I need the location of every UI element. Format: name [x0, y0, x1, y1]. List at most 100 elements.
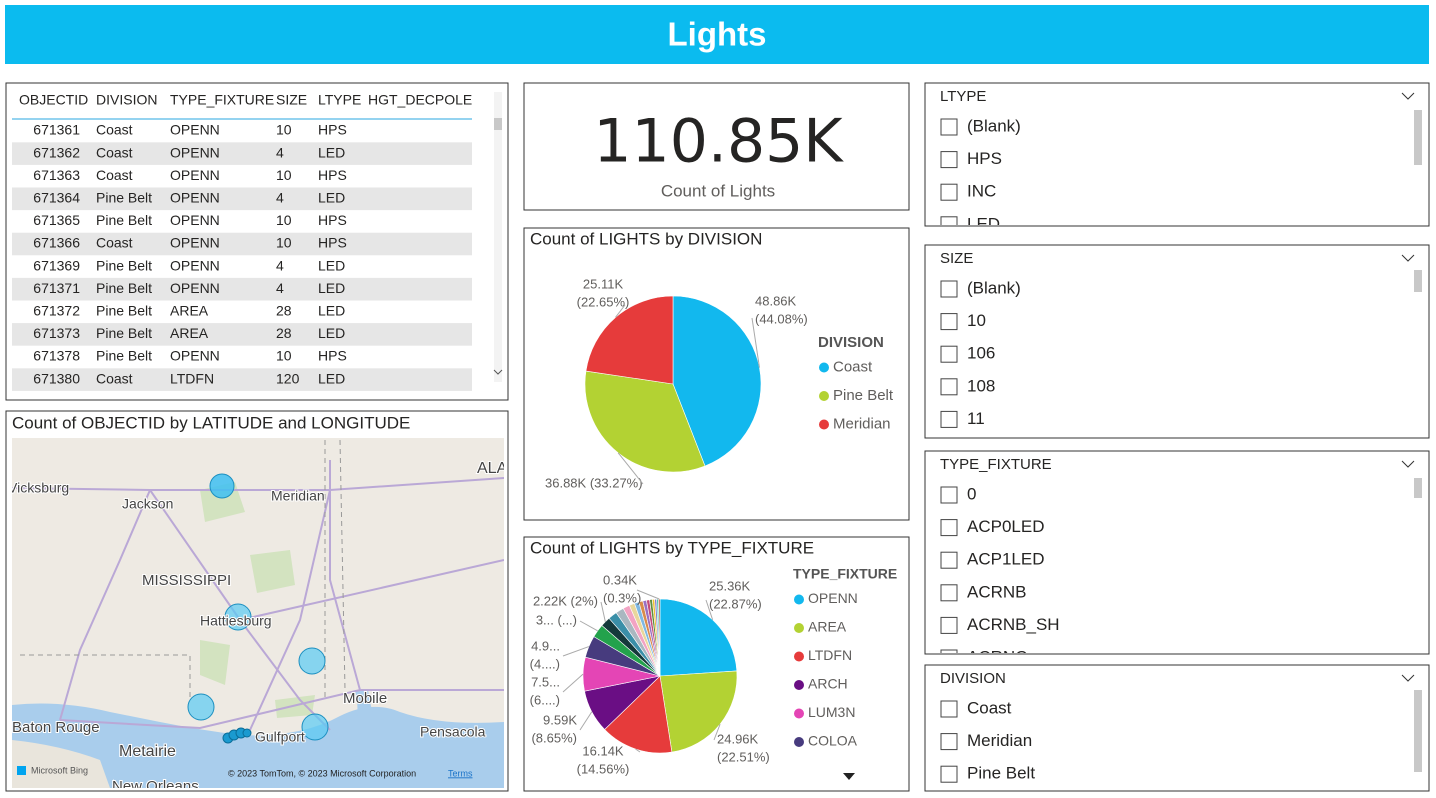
table-cell: 671364 [33, 190, 80, 206]
checkbox[interactable] [940, 616, 958, 634]
checkbox[interactable] [940, 183, 958, 201]
scroll-down[interactable] [493, 369, 503, 375]
checkbox[interactable] [940, 649, 958, 666]
slicer-item[interactable]: 10 [967, 311, 986, 330]
map-place: Meridian [271, 488, 325, 504]
data-label: (44.08%) [755, 311, 808, 326]
leader-line [579, 620, 598, 632]
checkbox[interactable] [940, 280, 958, 298]
map-bubble[interactable] [209, 473, 235, 499]
legend-label[interactable]: LTDFN [808, 647, 852, 663]
header-bar [5, 5, 1429, 64]
pie-slice[interactable] [585, 295, 674, 385]
legend-label[interactable]: Pine Belt [833, 387, 894, 404]
map-land [12, 740, 110, 788]
map-bubble-cluster[interactable] [222, 727, 252, 744]
data-label: 7.5... [531, 674, 560, 689]
slicers: LTYPE (Blank) HPS INC LED SIZE (Blank) 10 106 108… [924, 82, 1430, 792]
slicer-chevron[interactable] [1401, 92, 1415, 100]
map[interactable]: Vicksburg Jackson Meridian ALABAMA MISSISSIP… [8, 438, 553, 795]
slicer-item[interactable]: 0 [967, 484, 976, 503]
slicer-item[interactable]: LED [967, 214, 1000, 233]
checkbox[interactable] [940, 345, 958, 363]
legend-marker [794, 680, 804, 690]
legend-label[interactable]: Meridian [833, 415, 891, 432]
table-cell: 671362 [33, 144, 80, 160]
slicer-item[interactable]: ACRNB_SH [967, 615, 1060, 634]
slicer-item[interactable]: (Blank) [967, 278, 1021, 297]
slicer-item[interactable]: 108 [967, 376, 995, 395]
checkbox[interactable] [940, 410, 958, 428]
checkbox[interactable] [940, 765, 958, 783]
checkbox[interactable] [940, 378, 958, 396]
checkbox[interactable] [940, 584, 958, 602]
map-terms[interactable]: Terms [448, 768, 473, 778]
map-bubble[interactable] [187, 693, 215, 721]
checkbox[interactable] [940, 216, 958, 233]
leader-line [751, 317, 760, 368]
scroll-thumb[interactable] [494, 118, 502, 130]
legend-marker [819, 391, 829, 401]
data-label: 25.11K [583, 276, 624, 291]
legend-label[interactable]: AREA [808, 619, 847, 635]
slicer-item[interactable]: 11 [967, 409, 985, 428]
pie-slice[interactable] [604, 675, 673, 754]
slicer-chevron[interactable] [1401, 674, 1415, 682]
pie-slice[interactable] [659, 670, 738, 753]
leader-line [600, 601, 606, 622]
legend-label[interactable]: Coast [833, 358, 873, 375]
legend-label[interactable]: ARCH [808, 676, 848, 692]
checkbox[interactable] [940, 551, 958, 569]
map-bubble[interactable] [298, 647, 326, 675]
table-cell: Pine Belt [96, 348, 152, 364]
slicer-scrollbar[interactable] [1414, 478, 1422, 498]
checkbox[interactable] [940, 118, 958, 136]
leader-line [635, 748, 641, 753]
checkbox[interactable] [940, 151, 958, 169]
checkbox[interactable] [940, 733, 958, 751]
slicer-item[interactable]: Coast [967, 698, 1012, 717]
slicer-item[interactable]: 106 [967, 344, 995, 363]
data-label: (4....) [530, 656, 560, 671]
slicer-item[interactable]: ACP1LED [967, 550, 1044, 569]
slicer-item[interactable]: HPS [967, 149, 1002, 168]
slicer-item[interactable]: ACRNC [967, 647, 1027, 666]
data-label: (0.3%) [603, 590, 641, 605]
table-cell: 120 [276, 370, 300, 386]
slicer-item[interactable]: Meridian [967, 731, 1032, 750]
slicer-item[interactable]: ACP0LED [967, 517, 1044, 536]
table-cell: HPS [318, 348, 347, 364]
table-cell: OPENN [170, 122, 220, 138]
slicer-scrollbar[interactable] [1414, 110, 1422, 165]
slicer-scrollbar[interactable] [1414, 690, 1422, 772]
map-bubble[interactable] [301, 713, 329, 741]
legend-more[interactable] [843, 773, 855, 780]
table-cell: 671378 [33, 348, 80, 364]
legend-label[interactable]: COLOA [808, 733, 858, 749]
leader-line [562, 673, 584, 693]
slicer-item[interactable]: ACRNB [967, 582, 1027, 601]
table-cell: OPENN [170, 144, 220, 160]
data-label: (22.87%) [709, 596, 762, 611]
leader-line [615, 304, 626, 318]
checkbox[interactable] [940, 313, 958, 331]
checkbox[interactable] [940, 486, 958, 504]
slicer-item[interactable]: INC [967, 182, 996, 201]
row-band [12, 232, 472, 256]
slicer-chevron[interactable] [1401, 460, 1415, 468]
legend-label[interactable]: OPENN [808, 590, 858, 606]
data-label: 48.86K [755, 293, 797, 308]
scrollbar[interactable] [494, 92, 502, 382]
slicer-item[interactable]: Pine Belt [967, 764, 1035, 783]
table-cell: 10 [276, 122, 292, 138]
slicer-item[interactable]: (Blank) [967, 116, 1021, 135]
slicer-chevron[interactable] [1401, 254, 1415, 262]
checkbox[interactable] [940, 700, 958, 718]
checkbox[interactable] [940, 519, 958, 537]
column-header: TYPE_FIXTURE [170, 92, 274, 108]
map-bubble[interactable] [224, 603, 252, 631]
slicer-panel [924, 664, 1430, 792]
map-place: Jackson [122, 496, 173, 512]
legend-label[interactable]: LUM3N [808, 704, 855, 720]
slicer-scrollbar[interactable] [1414, 270, 1422, 292]
